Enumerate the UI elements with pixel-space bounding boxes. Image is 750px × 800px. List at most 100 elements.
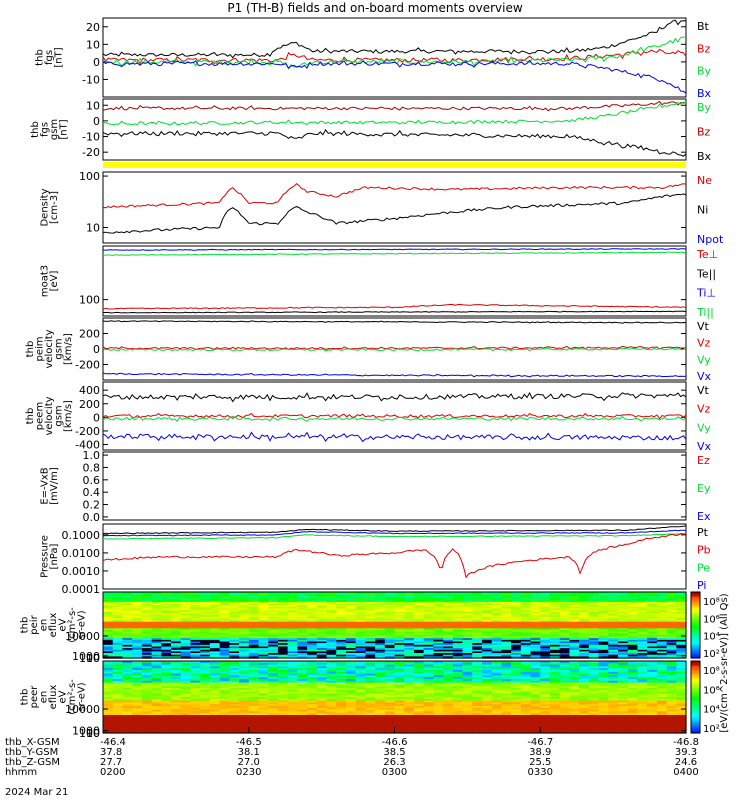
spectrogram-cell bbox=[375, 671, 386, 675]
spectrogram-cell bbox=[530, 664, 541, 667]
spectrogram-cell bbox=[423, 649, 434, 653]
spectrogram-cell bbox=[676, 630, 687, 633]
spectrogram-cell bbox=[579, 688, 590, 691]
spectrogram-cell bbox=[588, 715, 600, 718]
spectrogram-cell bbox=[666, 600, 677, 603]
spectrogram-cell bbox=[608, 684, 619, 687]
spectrogram-cell bbox=[608, 653, 619, 656]
spectrogram-cell bbox=[588, 711, 600, 714]
spectrogram-cell bbox=[239, 702, 250, 705]
spectrogram-cell bbox=[171, 618, 182, 621]
spectrogram-cell bbox=[491, 598, 502, 601]
spectrogram-cell bbox=[171, 664, 182, 667]
spectrogram-cell bbox=[550, 610, 561, 613]
spectrogram-cell bbox=[588, 720, 600, 723]
spectrogram-cell bbox=[394, 706, 405, 709]
spectrogram-cell bbox=[511, 716, 522, 720]
spectrogram-cell bbox=[384, 707, 396, 711]
spectrogram-cell bbox=[345, 625, 357, 628]
spectrogram-cell bbox=[190, 625, 201, 628]
spectrogram-cell bbox=[122, 598, 133, 601]
spectrogram-cell bbox=[413, 603, 425, 606]
spectrogram-cell bbox=[443, 598, 454, 601]
spectrogram-cell bbox=[656, 623, 668, 626]
spectrogram-cell bbox=[452, 688, 464, 691]
spectrogram-cell bbox=[423, 633, 434, 636]
y-tick-label: 0.6 bbox=[83, 474, 101, 487]
spectrogram-cell bbox=[239, 698, 250, 702]
spectrogram-cell bbox=[540, 638, 551, 641]
spectrogram-cell bbox=[443, 709, 454, 712]
spectrogram-cell bbox=[384, 729, 396, 732]
spectrogram-cell bbox=[423, 600, 434, 603]
spectrogram-cell bbox=[462, 729, 473, 732]
spectrogram-cell bbox=[132, 671, 143, 675]
spectrogram-cell bbox=[307, 654, 318, 657]
spectrogram-cell bbox=[287, 592, 298, 595]
spectrogram-cell bbox=[239, 638, 250, 641]
spectrogram-cell bbox=[559, 628, 570, 631]
spectrogram-cell bbox=[540, 625, 551, 628]
spectrogram-cell bbox=[151, 661, 162, 664]
spectrogram-cell bbox=[559, 664, 570, 667]
spectrogram-cell bbox=[530, 707, 541, 711]
spectrogram-cell bbox=[219, 724, 230, 727]
spectrogram-cell bbox=[112, 709, 123, 712]
spectrogram-cell bbox=[209, 725, 221, 729]
spectrogram-cell bbox=[248, 610, 260, 613]
spectrogram-cell bbox=[161, 625, 172, 628]
spectrogram-cell bbox=[384, 605, 396, 608]
spectrogram-cell bbox=[190, 616, 201, 620]
spectrogram-cell bbox=[345, 636, 357, 639]
spectrogram-cell bbox=[258, 620, 269, 623]
spectrogram-cell bbox=[569, 695, 580, 698]
spectrogram-cell bbox=[355, 633, 366, 636]
spectrogram-cell bbox=[530, 680, 541, 684]
spectrogram-cell bbox=[530, 713, 541, 716]
spectrogram-cell bbox=[627, 722, 638, 725]
spectrogram-cell bbox=[277, 634, 289, 638]
spectrogram-cell bbox=[297, 686, 308, 689]
spectrogram-cell bbox=[452, 697, 464, 700]
spectrogram-cell bbox=[637, 634, 648, 638]
spectrogram-cell bbox=[316, 618, 328, 621]
spectrogram-cell bbox=[520, 700, 532, 703]
spectrogram-cell bbox=[452, 601, 464, 605]
spectrogram-cell bbox=[394, 644, 405, 648]
spectrogram-cell bbox=[579, 639, 590, 643]
spectrogram-cell bbox=[569, 720, 580, 723]
spectrogram-cell bbox=[268, 608, 279, 611]
spectrogram-cell bbox=[316, 700, 328, 703]
spectrogram-cell bbox=[501, 595, 512, 598]
spectrogram-cell bbox=[413, 666, 425, 669]
spectrogram-cell bbox=[161, 702, 172, 705]
spectrogram-cell bbox=[132, 668, 143, 671]
spectrogram-cell bbox=[423, 713, 434, 716]
spectrogram-cell bbox=[345, 725, 357, 729]
spectrogram-cell bbox=[345, 628, 357, 631]
spectrogram-cell bbox=[647, 670, 658, 673]
spectrogram-cell bbox=[608, 654, 619, 657]
spectrogram-cell bbox=[647, 688, 658, 691]
spectrogram-cell bbox=[141, 606, 153, 610]
spectrogram-cell bbox=[530, 718, 541, 721]
spectrogram-cell bbox=[462, 700, 473, 703]
spectrogram-cell bbox=[141, 718, 153, 721]
spectrogram-cell bbox=[180, 724, 191, 727]
spectrogram-cell bbox=[161, 675, 172, 678]
spectrogram-cell bbox=[666, 670, 677, 673]
spectrogram-cell bbox=[316, 691, 328, 694]
spectrogram-cell bbox=[180, 601, 191, 605]
spectrogram-cell bbox=[336, 620, 347, 623]
spectrogram-cell bbox=[413, 649, 425, 653]
spectrogram-cell bbox=[268, 616, 279, 620]
spectrogram-cell bbox=[676, 610, 687, 613]
spectrogram-cell bbox=[326, 716, 337, 720]
spectrogram-cell bbox=[656, 595, 668, 598]
spectrogram-cell bbox=[365, 633, 376, 636]
spectrogram-cell bbox=[248, 693, 260, 696]
spectrogram-cell bbox=[511, 715, 522, 718]
spectrogram-cell bbox=[171, 638, 182, 641]
spectrogram-cell bbox=[316, 641, 328, 644]
spectrogram-cell bbox=[443, 668, 454, 671]
